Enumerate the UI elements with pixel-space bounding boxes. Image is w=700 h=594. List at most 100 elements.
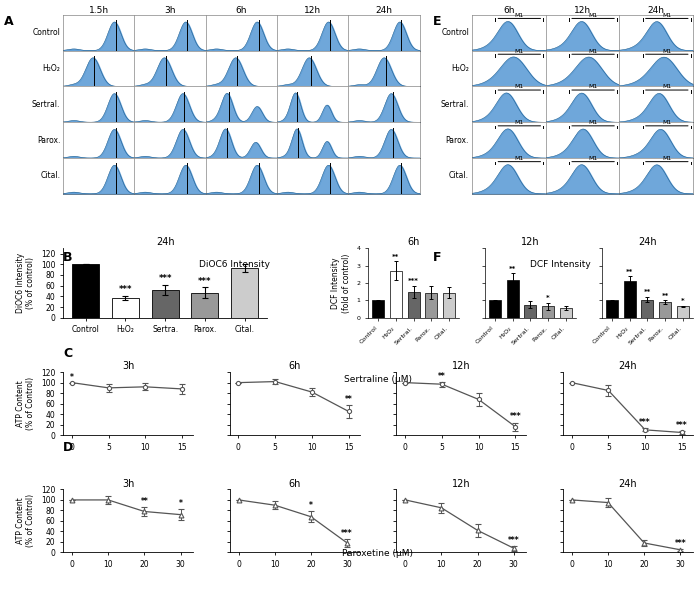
Text: M1: M1	[662, 156, 671, 161]
Text: M1: M1	[662, 12, 671, 18]
Text: ***: ***	[508, 536, 519, 545]
Text: M1: M1	[514, 156, 524, 161]
Text: DiOC6 Intensity: DiOC6 Intensity	[199, 260, 270, 268]
Text: ***: ***	[158, 274, 172, 283]
Text: M1: M1	[589, 156, 598, 161]
Bar	[489, 301, 501, 318]
Text: M1: M1	[589, 120, 598, 125]
Text: M1: M1	[514, 49, 524, 53]
Text: ***: ***	[639, 418, 651, 427]
Text: E: E	[433, 15, 441, 28]
Y-axis label: Control: Control	[441, 29, 469, 37]
Title: 6h: 6h	[503, 6, 514, 15]
Y-axis label: ATP Content
(% of Control): ATP Content (% of Control)	[16, 377, 35, 430]
Bar	[641, 299, 653, 318]
Bar	[524, 305, 536, 318]
Bar	[372, 301, 384, 318]
Text: M1: M1	[589, 84, 598, 89]
Title: 3h: 3h	[122, 361, 134, 371]
Bar	[390, 271, 402, 318]
Text: **: **	[345, 395, 353, 404]
Title: 6h: 6h	[236, 6, 247, 15]
Text: M1: M1	[514, 12, 524, 18]
Bar	[507, 280, 519, 318]
Title: 24h: 24h	[648, 6, 664, 15]
Y-axis label: H₂O₂: H₂O₂	[451, 64, 469, 73]
Text: M1: M1	[662, 120, 671, 125]
Text: M1: M1	[589, 49, 598, 53]
Bar	[407, 292, 419, 318]
Title: 12h: 12h	[521, 238, 540, 248]
Y-axis label: Sertral.: Sertral.	[32, 100, 60, 109]
Text: **: **	[438, 371, 446, 381]
Text: C: C	[63, 347, 72, 361]
Y-axis label: Parox.: Parox.	[446, 135, 469, 145]
Title: 24h: 24h	[619, 361, 637, 371]
Bar	[72, 264, 99, 318]
Bar	[426, 293, 438, 318]
Bar	[443, 293, 455, 318]
Title: 24h: 24h	[638, 238, 657, 248]
Text: A: A	[4, 15, 13, 28]
Text: ***: ***	[119, 285, 132, 294]
Text: **: **	[392, 254, 400, 260]
Title: 3h: 3h	[164, 6, 176, 15]
Text: ***: ***	[675, 539, 686, 548]
Text: **: **	[509, 266, 517, 271]
Text: ***: ***	[342, 529, 353, 538]
Text: ***: ***	[510, 412, 522, 422]
Title: 12h: 12h	[452, 479, 470, 489]
Bar	[231, 268, 258, 318]
Bar	[191, 293, 218, 318]
Text: *: *	[70, 372, 74, 381]
Text: M1: M1	[514, 120, 524, 125]
Title: 3h: 3h	[122, 479, 134, 489]
Title: 24h: 24h	[376, 6, 393, 15]
Text: **: **	[644, 289, 651, 295]
Title: 12h: 12h	[452, 361, 470, 371]
Bar	[542, 307, 554, 318]
Text: *: *	[178, 500, 183, 508]
Text: **: **	[662, 293, 668, 299]
Y-axis label: Parox.: Parox.	[37, 135, 60, 145]
Text: *: *	[309, 501, 313, 510]
Y-axis label: DCF Intensity
(fold of control): DCF Intensity (fold of control)	[331, 253, 351, 312]
Text: D: D	[63, 441, 74, 454]
Text: ***: ***	[198, 277, 211, 286]
Y-axis label: ATP Content
(% of Control): ATP Content (% of Control)	[16, 494, 35, 548]
Bar	[659, 302, 671, 318]
Bar	[606, 301, 618, 318]
Text: *: *	[547, 295, 550, 301]
Text: *: *	[681, 298, 685, 304]
Y-axis label: H₂O₂: H₂O₂	[42, 64, 60, 73]
Y-axis label: DiOC6 Intensity
(% of control): DiOC6 Intensity (% of control)	[16, 253, 35, 313]
Text: ***: ***	[408, 278, 419, 284]
Text: Sertraline (μM): Sertraline (μM)	[344, 375, 412, 384]
Text: ***: ***	[676, 421, 688, 430]
Title: 6h: 6h	[407, 238, 420, 248]
Title: 24h: 24h	[156, 238, 174, 248]
Title: 24h: 24h	[619, 479, 637, 489]
Y-axis label: Cital.: Cital.	[40, 172, 60, 181]
Text: Paroxetine (μM): Paroxetine (μM)	[342, 549, 414, 558]
Title: 12h: 12h	[574, 6, 591, 15]
Title: 6h: 6h	[288, 479, 301, 489]
Text: B: B	[63, 251, 73, 264]
Title: 1.5h: 1.5h	[89, 6, 108, 15]
Text: M1: M1	[662, 84, 671, 89]
Text: F: F	[433, 251, 441, 264]
Y-axis label: Cital.: Cital.	[449, 172, 469, 181]
Text: **: **	[141, 497, 148, 506]
Title: 6h: 6h	[288, 361, 301, 371]
Bar	[624, 281, 636, 318]
Text: **: **	[626, 268, 634, 274]
Text: DCF Intensity: DCF Intensity	[530, 260, 590, 268]
Y-axis label: Sertral.: Sertral.	[440, 100, 469, 109]
Y-axis label: Control: Control	[32, 29, 60, 37]
Text: M1: M1	[589, 12, 598, 18]
Text: M1: M1	[514, 84, 524, 89]
Text: M1: M1	[662, 49, 671, 53]
Bar	[560, 308, 572, 318]
Title: 12h: 12h	[304, 6, 321, 15]
Bar	[112, 298, 139, 318]
